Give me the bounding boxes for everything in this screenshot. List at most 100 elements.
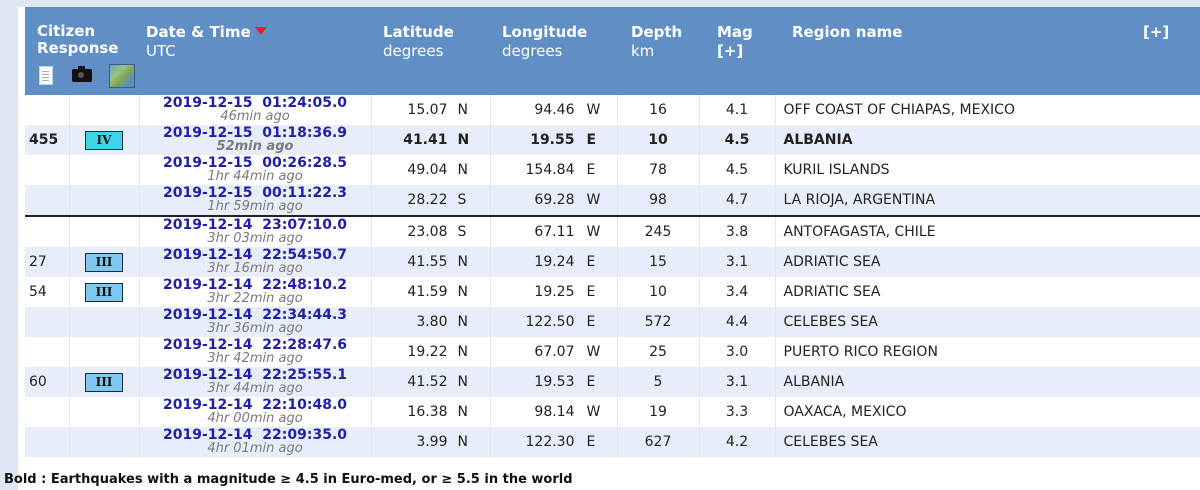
datetime-cell[interactable]: 2019-12-14 22:48:10.2 3hr 22min ago	[139, 277, 372, 307]
datetime-cell[interactable]: 2019-12-15 00:11:22.3 1hr 59min ago	[139, 185, 372, 216]
region-cell[interactable]: OAXACA, MEXICO	[775, 397, 1200, 427]
datetime-cell[interactable]: 2019-12-14 22:28:47.6 3hr 42min ago	[139, 337, 372, 367]
table-row[interactable]: 27 III 2019-12-14 22:54:50.7 3hr 16min ago 4…	[25, 247, 1200, 277]
region-name[interactable]: ALBANIA	[783, 132, 853, 148]
region-cell[interactable]: OFF COAST OF CHIAPAS, MEXICO	[775, 95, 1200, 125]
datetime-cell[interactable]: 2019-12-14 22:34:44.3 3hr 36min ago	[139, 307, 372, 337]
response-count-value[interactable]: 54	[29, 284, 47, 300]
table-row[interactable]: 2019-12-15 00:26:28.5 1hr 44min ago 49.04 N…	[25, 155, 1200, 185]
response-count-value[interactable]: 27	[29, 254, 47, 270]
region-name[interactable]: ADRIATIC SEA	[783, 284, 881, 300]
datetime-cell[interactable]: 2019-12-15 01:24:05.0 46min ago	[139, 95, 372, 125]
citizen-response-count[interactable]: 54	[25, 277, 70, 307]
region-name[interactable]: CELEBES SEA	[783, 314, 878, 330]
document-icon[interactable]	[39, 66, 53, 85]
datetime-link[interactable]: 2019-12-14 22:25:55.1	[140, 368, 371, 382]
left-sidebar-strip	[0, 0, 18, 490]
region-cell[interactable]: LA RIOJA, ARGENTINA	[775, 185, 1200, 216]
longitude-cell: 122.30 E	[490, 427, 618, 457]
citizen-response-count[interactable]	[25, 427, 70, 457]
table-row[interactable]: 60 III 2019-12-14 22:25:55.1 3hr 44min ago 4…	[25, 367, 1200, 397]
region-name[interactable]: LA RIOJA, ARGENTINA	[783, 192, 936, 208]
datetime-link[interactable]: 2019-12-14 22:09:35.0	[140, 428, 371, 442]
region-name[interactable]: OAXACA, MEXICO	[783, 404, 907, 420]
header-depth[interactable]: Depth km	[631, 23, 682, 61]
datetime-cell[interactable]: 2019-12-14 22:09:35.0 4hr 01min ago	[139, 427, 372, 457]
region-name[interactable]: OFF COAST OF CHIAPAS, MEXICO	[783, 102, 1015, 118]
citizen-response-count[interactable]: 60	[25, 367, 70, 397]
citizen-response-count[interactable]	[25, 185, 70, 216]
region-name[interactable]: PUERTO RICO REGION	[783, 344, 938, 360]
region-cell[interactable]: ALBANIA	[775, 367, 1200, 397]
citizen-response-count[interactable]	[25, 215, 70, 247]
header-region[interactable]: Region name	[792, 23, 902, 42]
header-date-time[interactable]: Date & Time UTC	[146, 23, 267, 61]
datetime-cell[interactable]: 2019-12-14 22:25:55.1 3hr 44min ago	[139, 367, 372, 397]
datetime-link[interactable]: 2019-12-15 00:11:22.3	[140, 186, 371, 200]
region-name[interactable]: ALBANIA	[783, 374, 845, 390]
response-count-value[interactable]: 60	[29, 374, 47, 390]
region-cell[interactable]: CELEBES SEA	[775, 427, 1200, 457]
datetime-cell[interactable]: 2019-12-14 22:10:48.0 4hr 00min ago	[139, 397, 372, 427]
table-row[interactable]: 2019-12-15 01:24:05.0 46min ago 15.07 N 94.4…	[25, 95, 1200, 125]
citizen-response-count[interactable]	[25, 95, 70, 125]
datetime-link[interactable]: 2019-12-15 01:18:36.9	[140, 126, 371, 140]
region-name[interactable]: ADRIATIC SEA	[783, 254, 881, 270]
datetime-link[interactable]: 2019-12-15 00:26:28.5	[140, 156, 371, 170]
intensity-badge[interactable]: III	[85, 252, 123, 272]
datetime-cell[interactable]: 2019-12-14 23:07:10.0 3hr 03min ago	[139, 215, 372, 247]
table-row[interactable]: 455 IV 2019-12-15 01:18:36.9 52min ago 41.41…	[25, 125, 1200, 155]
response-count-value[interactable]: 455	[29, 132, 59, 148]
region-cell[interactable]: PUERTO RICO REGION	[775, 337, 1200, 367]
header-longitude[interactable]: Longitude degrees	[502, 23, 587, 61]
region-name[interactable]: CELEBES SEA	[783, 434, 878, 450]
datetime-link[interactable]: 2019-12-14 22:28:47.6	[140, 338, 371, 352]
citizen-response-count[interactable]	[25, 307, 70, 337]
intensity-badge[interactable]: III	[85, 282, 123, 302]
map-icon[interactable]	[109, 64, 135, 88]
region-cell[interactable]: ALBANIA	[775, 125, 1200, 155]
region-cell[interactable]: KURIL ISLANDS	[775, 155, 1200, 185]
sort-desc-icon[interactable]	[254, 27, 267, 35]
table-row[interactable]: 54 III 2019-12-14 22:48:10.2 3hr 22min ago 4…	[25, 277, 1200, 307]
datetime-link[interactable]: 2019-12-15 01:24:05.0	[140, 96, 371, 110]
datetime-link[interactable]: 2019-12-14 23:07:10.0	[140, 218, 371, 232]
region-cell[interactable]: ANTOFAGASTA, CHILE	[775, 215, 1200, 247]
datetime-link[interactable]: 2019-12-14 22:34:44.3	[140, 308, 371, 322]
datetime-link[interactable]: 2019-12-14 22:48:10.2	[140, 278, 371, 292]
header-mag-expand[interactable]: [+]	[717, 42, 744, 60]
region-name[interactable]: ANTOFAGASTA, CHILE	[783, 224, 936, 240]
citizen-response-count[interactable]: 27	[25, 247, 70, 277]
latitude-cell: 49.04 N	[371, 155, 491, 185]
datetime-cell[interactable]: 2019-12-15 00:26:28.5 1hr 44min ago	[139, 155, 372, 185]
time-ago: 1hr 44min ago	[207, 169, 303, 184]
citizen-response-count[interactable]	[25, 337, 70, 367]
table-row[interactable]: 2019-12-14 22:28:47.6 3hr 42min ago 19.22 N…	[25, 337, 1200, 367]
citizen-response-count[interactable]	[25, 155, 70, 185]
datetime-link[interactable]: 2019-12-14 22:54:50.7	[140, 248, 371, 262]
datetime-link[interactable]: 2019-12-14 22:10:48.0	[140, 398, 371, 412]
longitude-dir: W	[586, 192, 601, 208]
table-row[interactable]: 2019-12-14 22:34:44.3 3hr 36min ago 3.80 N 1…	[25, 307, 1200, 337]
datetime-cell[interactable]: 2019-12-15 01:18:36.9 52min ago	[139, 125, 372, 155]
camera-icon[interactable]	[72, 66, 92, 82]
header-mag[interactable]: Mag [+]	[717, 23, 753, 61]
citizen-response-count[interactable]: 455	[25, 125, 70, 155]
region-cell[interactable]: ADRIATIC SEA	[775, 247, 1200, 277]
citizen-response-count[interactable]	[25, 397, 70, 427]
table-row[interactable]: 2019-12-14 22:10:48.0 4hr 00min ago 16.38 N…	[25, 397, 1200, 427]
table-row[interactable]: 2019-12-14 22:09:35.0 4hr 01min ago 3.99 N 1…	[25, 427, 1200, 457]
table-row[interactable]: 2019-12-15 00:11:22.3 1hr 59min ago 28.22 S…	[25, 185, 1200, 216]
datetime-cell[interactable]: 2019-12-14 22:54:50.7 3hr 16min ago	[139, 247, 372, 277]
magnitude-value: 4.5	[725, 162, 749, 178]
header-expand-button[interactable]: [+]	[1143, 23, 1169, 42]
intensity-badge[interactable]: IV	[85, 130, 123, 150]
table-row[interactable]: 2019-12-14 23:07:10.0 3hr 03min ago 23.08 S…	[25, 215, 1200, 247]
header-latitude[interactable]: Latitude degrees	[383, 23, 454, 61]
region-cell[interactable]: ADRIATIC SEA	[775, 277, 1200, 307]
intensity-badge[interactable]: III	[85, 372, 123, 392]
longitude-cell: 69.28 W	[490, 185, 618, 216]
region-cell[interactable]: CELEBES SEA	[775, 307, 1200, 337]
time-ago: 1hr 59min ago	[207, 199, 303, 214]
region-name[interactable]: KURIL ISLANDS	[783, 162, 890, 178]
